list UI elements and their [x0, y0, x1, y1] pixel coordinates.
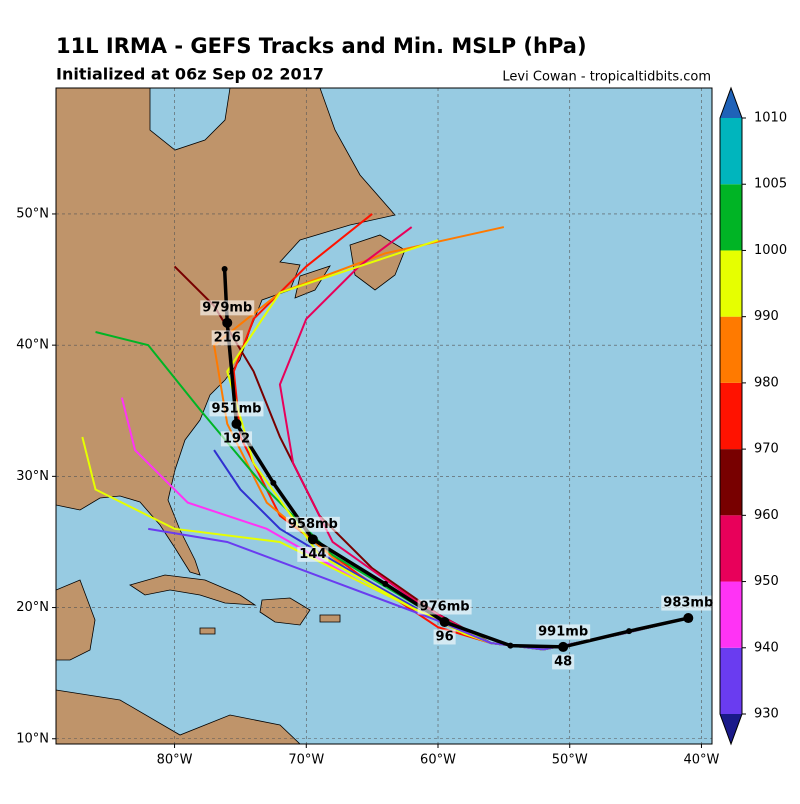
annotation-dot	[683, 613, 694, 624]
title: 11L IRMA - GEFS Tracks and Min. MSLP (hP…	[56, 34, 587, 58]
colorbar-segment	[720, 382, 742, 450]
pressure-label: 979mb	[202, 300, 252, 315]
subtitle: Initialized at 06z Sep 02 2017	[56, 65, 324, 84]
annotation-dot	[231, 418, 242, 429]
colorbar-segment	[720, 316, 742, 383]
colorbar-segment	[720, 449, 742, 516]
pressure-label: 983mb	[663, 596, 713, 611]
colorbar-label: 940	[754, 640, 779, 655]
colorbar-segment	[720, 118, 742, 185]
mean-point	[221, 266, 228, 273]
label-box	[661, 595, 716, 611]
annotation-dot	[439, 616, 450, 627]
label-box	[536, 624, 591, 640]
colorbar-segment	[720, 647, 742, 714]
mean-point	[270, 479, 277, 486]
colorbar-segment	[720, 184, 742, 251]
lon-label: 60°W	[420, 753, 456, 768]
colorbar-label: 960	[754, 508, 779, 523]
lat-label: 10°N	[16, 731, 49, 746]
colorbar-segment	[720, 250, 742, 317]
hour-label: 216	[214, 330, 241, 345]
mean-point	[507, 642, 514, 649]
annotation-dot	[307, 534, 318, 545]
colorbar-label: 930	[754, 707, 779, 722]
yucatan	[56, 579, 96, 661]
hour-label: 96	[436, 629, 454, 644]
south-america	[56, 689, 301, 744]
lon-label: 70°W	[288, 753, 324, 768]
hudson-bay	[149, 88, 231, 151]
lat-label: 20°N	[16, 600, 49, 615]
colorbar-label: 1000	[754, 243, 787, 258]
colorbar-label: 950	[754, 574, 779, 589]
label-box	[209, 401, 264, 417]
lon-label: 40°W	[684, 753, 720, 768]
colorbar-label: 970	[754, 442, 779, 457]
hispaniola	[259, 597, 311, 626]
label-box	[211, 330, 243, 346]
hour-label: 48	[554, 654, 572, 669]
colorbar-under	[720, 714, 742, 744]
colorbar-label: 990	[754, 309, 779, 324]
newfoundland	[349, 234, 406, 291]
colorbar-label: 980	[754, 375, 779, 390]
colorbar-label: 1005	[754, 177, 787, 192]
cuba	[129, 574, 257, 606]
lon-label: 50°W	[552, 753, 588, 768]
label-box	[297, 546, 329, 562]
map-frame	[55, 87, 713, 745]
label-box	[200, 300, 255, 316]
mean-point	[382, 580, 389, 587]
label-box	[220, 431, 253, 447]
lat-label: 40°N	[16, 338, 49, 353]
label-box	[552, 654, 575, 670]
credit: Levi Cowan - tropicaltidbits.com	[502, 70, 711, 85]
label-box	[417, 599, 472, 615]
colorbar-over	[720, 88, 742, 118]
lat-label: 30°N	[16, 469, 49, 484]
annotation-dot	[222, 317, 233, 328]
hour-label: 144	[299, 547, 326, 562]
hour-label: 192	[223, 431, 250, 446]
jamaica	[199, 627, 216, 635]
label-box	[433, 629, 456, 645]
pressure-label: 991mb	[538, 624, 588, 639]
label-box	[285, 516, 340, 532]
colorbar-label: 1010	[754, 111, 787, 126]
lon-label: 80°W	[157, 753, 193, 768]
pressure-label: 951mb	[211, 401, 261, 416]
annotation-dot	[558, 641, 569, 652]
pressure-label: 958mb	[288, 517, 338, 532]
colorbar-segment	[720, 581, 742, 648]
pressure-label: 976mb	[420, 599, 470, 614]
colorbar-segment	[720, 515, 742, 582]
puerto-rico	[319, 614, 341, 623]
mean-point	[626, 628, 633, 635]
lat-label: 50°N	[16, 206, 49, 221]
